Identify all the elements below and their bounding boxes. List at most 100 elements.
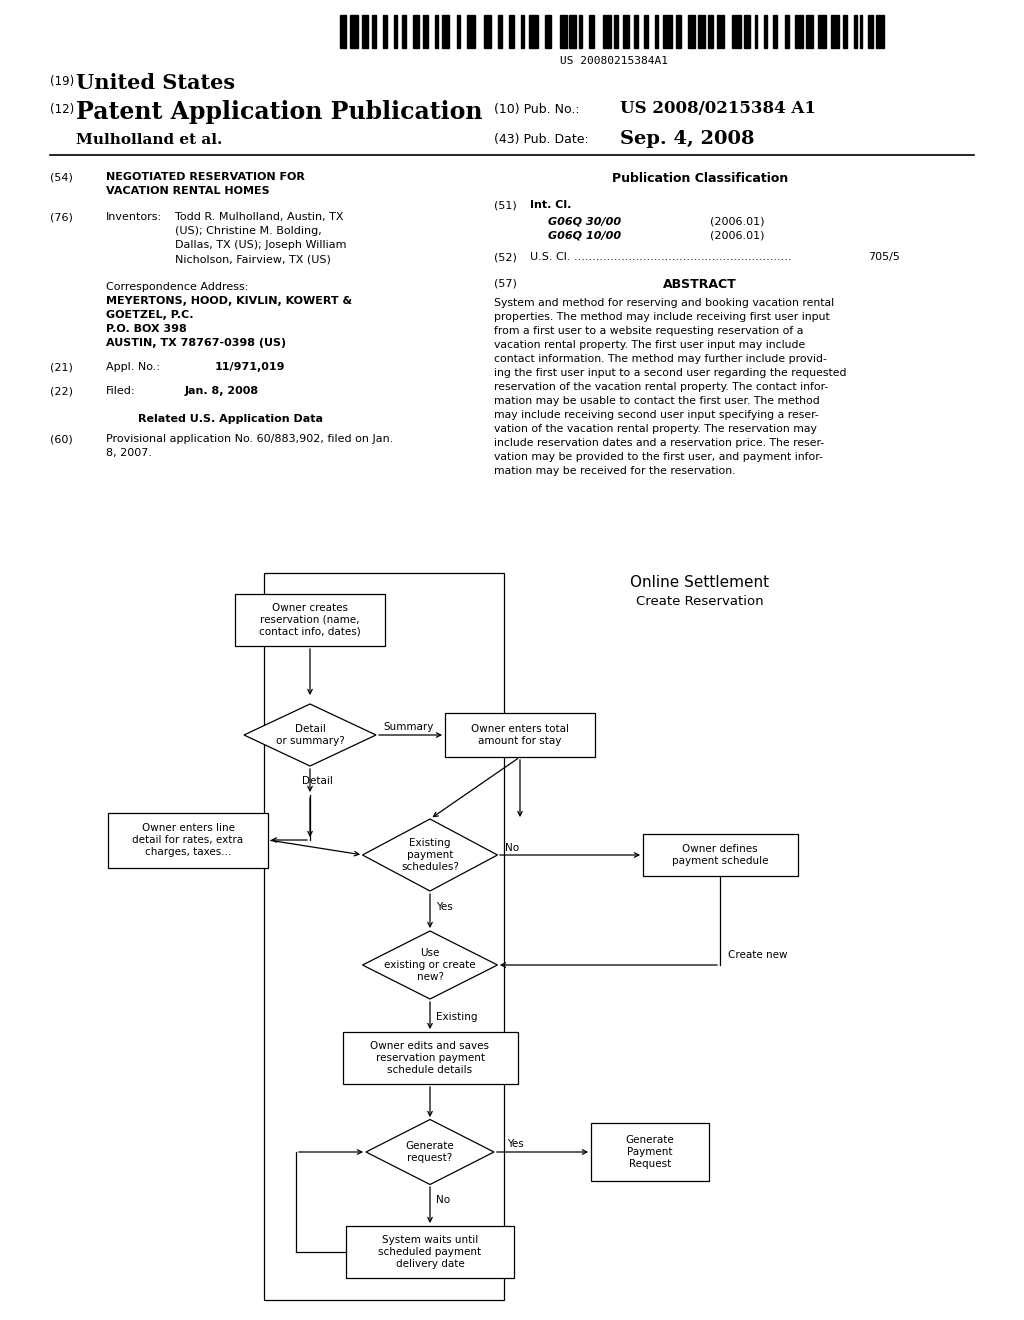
Text: (2006.01): (2006.01) bbox=[710, 216, 765, 226]
Bar bbox=[602, 15, 611, 48]
Text: (2006.01): (2006.01) bbox=[710, 230, 765, 240]
Text: Generate
request?: Generate request? bbox=[406, 1142, 455, 1163]
Text: (10) Pub. No.:: (10) Pub. No.: bbox=[494, 103, 580, 116]
Bar bbox=[818, 15, 826, 48]
Text: (51): (51) bbox=[494, 201, 517, 210]
Text: US 20080215384A1: US 20080215384A1 bbox=[560, 55, 668, 66]
Text: G06Q 30/00: G06Q 30/00 bbox=[548, 216, 622, 226]
Bar bbox=[589, 15, 594, 48]
Text: Sep. 4, 2008: Sep. 4, 2008 bbox=[620, 129, 755, 148]
Text: Create Reservation: Create Reservation bbox=[636, 595, 764, 609]
Text: (57): (57) bbox=[494, 279, 517, 288]
Bar bbox=[764, 15, 767, 48]
Bar bbox=[340, 15, 345, 48]
Text: (54): (54) bbox=[50, 172, 73, 182]
Bar bbox=[579, 15, 582, 48]
Bar bbox=[529, 15, 538, 48]
Bar bbox=[545, 15, 552, 48]
Text: 11/971,019: 11/971,019 bbox=[215, 362, 286, 372]
Text: Online Settlement: Online Settlement bbox=[631, 576, 770, 590]
Text: Use
existing or create
new?: Use existing or create new? bbox=[384, 948, 476, 982]
Text: Existing: Existing bbox=[436, 1012, 477, 1022]
Text: AUSTIN, TX 78767-0398 (US): AUSTIN, TX 78767-0398 (US) bbox=[106, 338, 286, 348]
Bar bbox=[414, 15, 419, 48]
Text: Yes: Yes bbox=[507, 1139, 523, 1148]
Bar bbox=[234, 594, 385, 645]
Text: (52): (52) bbox=[494, 252, 517, 261]
Text: from a first user to a website requesting reservation of a: from a first user to a website requestin… bbox=[494, 326, 804, 337]
Text: Patent Application Publication: Patent Application Publication bbox=[76, 100, 482, 124]
Text: Existing
payment
schedules?: Existing payment schedules? bbox=[401, 838, 459, 871]
Bar bbox=[830, 15, 839, 48]
Bar bbox=[854, 15, 857, 48]
Text: U.S. Cl. ............................................................: U.S. Cl. ...............................… bbox=[530, 252, 792, 261]
Text: (76): (76) bbox=[50, 213, 73, 222]
Text: Mulholland et al.: Mulholland et al. bbox=[76, 133, 222, 147]
Text: ABSTRACT: ABSTRACT bbox=[664, 279, 737, 290]
Bar bbox=[435, 15, 438, 48]
Text: No: No bbox=[436, 1195, 451, 1205]
Text: Provisional application No. 60/883,902, filed on Jan.: Provisional application No. 60/883,902, … bbox=[106, 434, 393, 444]
Text: properties. The method may include receiving first user input: properties. The method may include recei… bbox=[494, 312, 829, 322]
Bar bbox=[442, 15, 450, 48]
Bar bbox=[509, 15, 514, 48]
Bar bbox=[383, 15, 387, 48]
Bar bbox=[342, 1032, 517, 1084]
Text: mation may be received for the reservation.: mation may be received for the reservati… bbox=[494, 466, 735, 477]
Text: (US); Christine M. Bolding,: (US); Christine M. Bolding, bbox=[175, 226, 322, 236]
Bar bbox=[634, 15, 639, 48]
Bar bbox=[698, 15, 705, 48]
Bar bbox=[394, 15, 396, 48]
Bar bbox=[560, 15, 566, 48]
Text: 705/5: 705/5 bbox=[868, 252, 900, 261]
Bar bbox=[688, 15, 695, 48]
Bar bbox=[655, 15, 657, 48]
Text: contact information. The method may further include provid-: contact information. The method may furt… bbox=[494, 354, 826, 364]
Bar bbox=[591, 1123, 709, 1181]
Bar bbox=[664, 15, 672, 48]
Bar bbox=[467, 15, 475, 48]
Text: Jan. 8, 2008: Jan. 8, 2008 bbox=[185, 385, 259, 396]
Bar bbox=[732, 15, 740, 48]
Text: (21): (21) bbox=[50, 362, 73, 372]
Bar bbox=[743, 15, 751, 48]
Bar bbox=[264, 573, 504, 1300]
Text: (19): (19) bbox=[50, 75, 75, 88]
Text: (60): (60) bbox=[50, 434, 73, 444]
Bar bbox=[483, 15, 490, 48]
Text: GOETZEL, P.C.: GOETZEL, P.C. bbox=[106, 310, 194, 319]
Text: Create new: Create new bbox=[728, 950, 787, 960]
Bar bbox=[624, 15, 629, 48]
Text: Filed:: Filed: bbox=[106, 385, 135, 396]
Text: Detail
or summary?: Detail or summary? bbox=[275, 725, 344, 746]
Text: Inventors:: Inventors: bbox=[106, 213, 162, 222]
Bar bbox=[708, 15, 713, 48]
Text: (12): (12) bbox=[50, 103, 75, 116]
Polygon shape bbox=[362, 931, 498, 999]
Text: Correspondence Address:: Correspondence Address: bbox=[106, 282, 249, 292]
Bar bbox=[372, 15, 376, 48]
Text: Appl. No.:: Appl. No.: bbox=[106, 362, 160, 372]
Text: mation may be usable to contact the first user. The method: mation may be usable to contact the firs… bbox=[494, 396, 820, 407]
Text: include reservation dates and a reservation price. The reser-: include reservation dates and a reservat… bbox=[494, 438, 824, 447]
Bar bbox=[108, 813, 268, 867]
Bar bbox=[569, 15, 577, 48]
Text: No: No bbox=[505, 843, 519, 853]
Text: Generate
Payment
Request: Generate Payment Request bbox=[626, 1135, 675, 1168]
Bar bbox=[806, 15, 813, 48]
Bar bbox=[498, 15, 502, 48]
Text: System waits until
scheduled payment
delivery date: System waits until scheduled payment del… bbox=[379, 1236, 481, 1269]
Text: vation may be provided to the first user, and payment infor-: vation may be provided to the first user… bbox=[494, 451, 823, 462]
Text: Related U.S. Application Data: Related U.S. Application Data bbox=[137, 414, 323, 424]
Text: ing the first user input to a second user regarding the requested: ing the first user input to a second use… bbox=[494, 368, 847, 378]
Text: vacation rental property. The first user input may include: vacation rental property. The first user… bbox=[494, 341, 805, 350]
Bar bbox=[717, 15, 724, 48]
Text: 8, 2007.: 8, 2007. bbox=[106, 447, 152, 458]
Polygon shape bbox=[366, 1119, 494, 1184]
Text: Owner enters total
amount for stay: Owner enters total amount for stay bbox=[471, 725, 569, 746]
Bar bbox=[877, 15, 885, 48]
Text: VACATION RENTAL HOMES: VACATION RENTAL HOMES bbox=[106, 186, 269, 195]
Text: (43) Pub. Date:: (43) Pub. Date: bbox=[494, 133, 589, 147]
Text: Nicholson, Fairview, TX (US): Nicholson, Fairview, TX (US) bbox=[175, 253, 331, 264]
Bar bbox=[613, 15, 617, 48]
